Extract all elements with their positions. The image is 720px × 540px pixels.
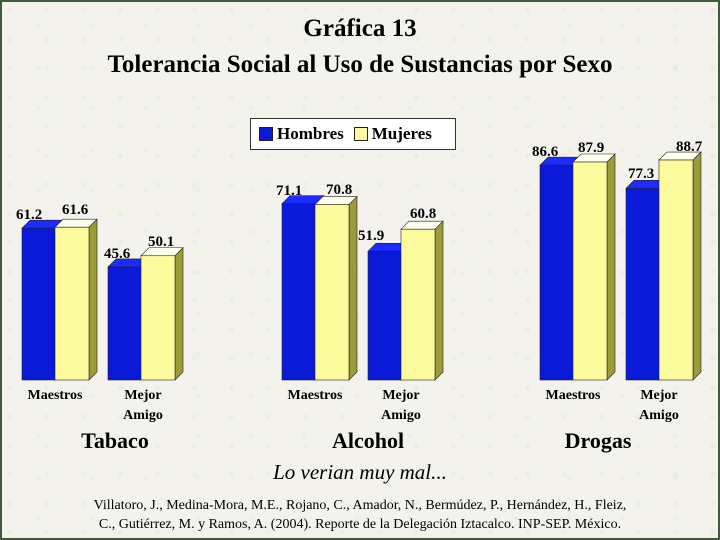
legend-label-mujeres: Mujeres: [371, 124, 432, 143]
legend-item-mujeres: Mujeres: [353, 124, 432, 144]
data-label-tabaco-maestros-mujeres: 61.6: [62, 202, 89, 218]
bar-alcohol-mejor-amigo-hombres: [367, 250, 403, 381]
data-label-alcohol-maestros-mujeres: 70.8: [326, 182, 352, 198]
bar-alcohol-mejor-amigo-mujeres: [400, 228, 436, 381]
x-label-line1: Mejor: [124, 388, 162, 403]
legend-label-hombres: Hombres: [277, 124, 344, 143]
bar-drogas-mejor-amigo-mujeres: [658, 159, 694, 381]
x-label-tabaco-mejor-amigo: Mejor Amigo: [98, 386, 188, 426]
legend-swatch-mujeres: [353, 127, 368, 141]
x-label-line1: Mejor: [382, 388, 420, 403]
x-label-drogas-maestros: Maestros: [545, 388, 601, 403]
data-label-tabaco-maestros-hombres: 61.2: [16, 207, 42, 223]
bar-alcohol-maestros-hombres: [281, 203, 317, 381]
x-label-line2: Amigo: [123, 408, 163, 423]
bar-drogas-mejor-amigo-hombres: [625, 187, 661, 381]
bar-tabaco-maestros-mujeres: [54, 226, 90, 381]
bar-tabaco-maestros-mujeres-side: [88, 218, 98, 381]
data-label-tabaco-mejor-amigo-mujeres: 50.1: [148, 234, 174, 250]
group-label-alcohol: Alcohol: [331, 428, 405, 453]
data-label-drogas-mejor-amigo-mujeres: 88.7: [676, 139, 703, 155]
data-label-alcohol-mejor-amigo-hombres: 51.9: [358, 228, 384, 244]
legend-item-hombres: Hombres: [259, 124, 344, 144]
chart-legend: Hombres Mujeres: [250, 118, 456, 150]
bar-tabaco-mejor-amigo-mujeres: [140, 255, 176, 381]
bar-alcohol-maestros-mujeres: [314, 204, 350, 381]
bar-drogas-maestros-mujeres-side: [606, 153, 616, 381]
group-label-drogas: Drogas: [564, 428, 632, 453]
data-label-drogas-maestros-mujeres: 87.9: [578, 140, 604, 156]
group-label-tabaco: Tabaco: [81, 428, 149, 453]
bar-drogas-maestros-mujeres: [572, 161, 608, 381]
x-label-drogas-mejor-amigo: Mejor Amigo: [614, 386, 704, 426]
bar-tabaco-maestros-hombres: [21, 227, 57, 381]
bar-tabaco-mejor-amigo-mujeres-side: [174, 247, 184, 381]
chart-subtitle: Tolerancia Social al Uso de Sustancias p…: [107, 51, 613, 78]
bar-alcohol-mejor-amigo-mujeres-side: [434, 220, 444, 381]
data-label-drogas-mejor-amigo-hombres: 77.3: [628, 166, 654, 182]
data-label-tabaco-mejor-amigo-hombres: 45.6: [104, 246, 131, 262]
x-label-line1: Mejor: [640, 388, 678, 403]
bar-drogas-maestros-hombres: [539, 164, 575, 381]
bar-tabaco-mejor-amigo-hombres: [107, 266, 143, 381]
bar-drogas-mejor-amigo-mujeres-side: [692, 151, 702, 381]
x-label-alcohol-mejor-amigo: Mejor Amigo: [356, 386, 446, 426]
citation-line-1: Villatoro, J., Medina-Mora, M.E., Rojano…: [93, 498, 627, 513]
legend-swatch-hombres: [259, 127, 273, 141]
bar-alcohol-maestros-mujeres-side: [348, 195, 358, 381]
chart-annotation: Lo verian muy mal...: [273, 460, 447, 484]
x-label-line2: Amigo: [381, 408, 421, 423]
data-label-drogas-maestros-hombres: 86.6: [532, 144, 559, 160]
citation-line-2: C., Gutiérrez, M. y Ramos, A. (2004). Re…: [98, 517, 622, 532]
citation: Villatoro, J., Medina-Mora, M.E., Rojano…: [0, 496, 720, 534]
data-label-alcohol-maestros-hombres: 71.1: [276, 183, 302, 199]
data-label-alcohol-mejor-amigo-mujeres: 60.8: [410, 206, 436, 222]
chart-title: Gráfica 13: [303, 15, 417, 42]
x-label-tabaco-maestros: Maestros: [27, 388, 83, 403]
x-label-line2: Amigo: [639, 408, 679, 423]
x-label-alcohol-maestros: Maestros: [287, 388, 343, 403]
